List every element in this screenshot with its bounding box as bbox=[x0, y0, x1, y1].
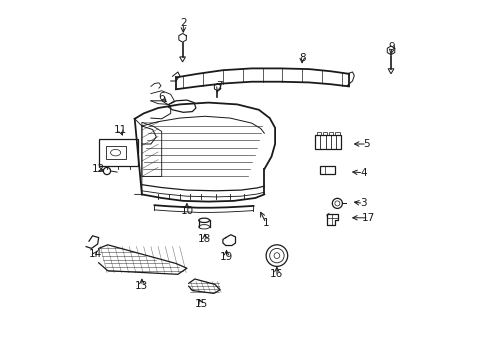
Text: 2: 2 bbox=[180, 18, 186, 28]
Text: 6: 6 bbox=[158, 92, 164, 102]
Text: 3: 3 bbox=[359, 198, 366, 208]
Bar bbox=[314, 135, 340, 149]
Bar bbox=[320, 166, 334, 174]
Text: 9: 9 bbox=[388, 42, 395, 52]
Text: 8: 8 bbox=[298, 53, 305, 63]
Bar bbox=[106, 146, 125, 159]
Text: 5: 5 bbox=[363, 139, 369, 149]
Text: 10: 10 bbox=[180, 206, 193, 216]
Text: 17: 17 bbox=[361, 213, 375, 223]
Bar bbox=[99, 139, 138, 166]
Text: 1: 1 bbox=[262, 218, 269, 228]
Text: 4: 4 bbox=[359, 168, 366, 178]
Text: 16: 16 bbox=[270, 269, 283, 279]
Text: 15: 15 bbox=[194, 299, 207, 309]
Bar bbox=[316, 132, 321, 135]
Text: 13: 13 bbox=[135, 281, 148, 291]
Text: 14: 14 bbox=[88, 249, 102, 259]
Bar bbox=[328, 132, 333, 135]
Text: 19: 19 bbox=[220, 252, 233, 262]
Text: 12: 12 bbox=[92, 164, 105, 174]
Bar bbox=[322, 132, 326, 135]
Bar bbox=[335, 132, 339, 135]
Text: 7: 7 bbox=[216, 81, 222, 91]
Text: 11: 11 bbox=[113, 125, 127, 135]
Text: 18: 18 bbox=[198, 234, 211, 244]
